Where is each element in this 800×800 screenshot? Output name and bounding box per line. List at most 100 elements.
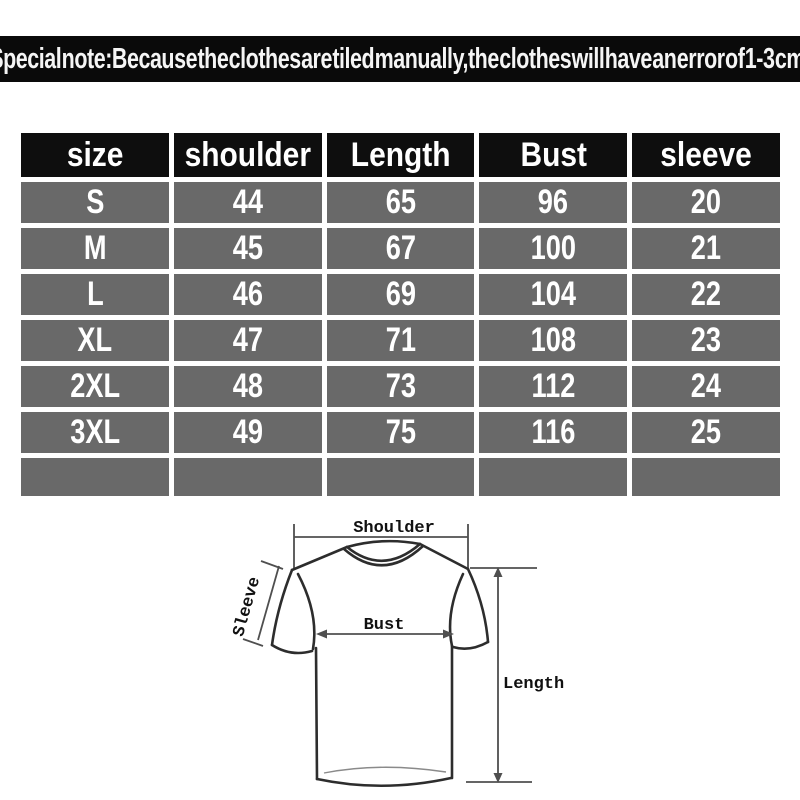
left-sleeve-outer-edge xyxy=(270,568,294,647)
cell-text: 116 xyxy=(531,413,576,451)
sleeve-measure-line xyxy=(257,565,280,641)
cell-text: M xyxy=(83,229,107,267)
cell-text: 65 xyxy=(385,183,416,221)
value-cell: 108 xyxy=(479,320,628,361)
left-sleeve-cuff xyxy=(270,643,314,655)
cell-text: 25 xyxy=(690,413,722,451)
table-row: 3XL 49 75 116 25 xyxy=(21,412,780,453)
empty-cell xyxy=(632,458,780,496)
tshirt-outline-icon xyxy=(270,539,490,788)
value-cell: 73 xyxy=(326,366,475,407)
cell-text: 100 xyxy=(530,229,576,267)
value-cell: 44 xyxy=(173,182,322,223)
cell-text: 104 xyxy=(530,275,576,313)
value-cell: 116 xyxy=(479,412,628,453)
col-header-bust-label: Bust xyxy=(520,135,587,174)
empty-cell xyxy=(479,458,628,496)
left-shoulder-seam xyxy=(290,545,349,572)
value-cell: 45 xyxy=(173,228,322,269)
right-armhole-seam xyxy=(448,572,465,648)
right-sleeve-cuff xyxy=(451,640,490,650)
col-header-size: size xyxy=(21,133,169,177)
cell-text: 75 xyxy=(385,413,416,451)
bust-label: Bust xyxy=(364,616,405,635)
length-label: Length xyxy=(503,675,564,694)
hem-inner-curve xyxy=(323,766,447,774)
value-cell: 69 xyxy=(326,274,475,315)
size-cell: 3XL xyxy=(21,412,169,453)
value-cell: 49 xyxy=(173,412,322,453)
cell-text: XL xyxy=(77,321,113,359)
table-row: 2XL 48 73 112 24 xyxy=(21,366,780,407)
value-cell: 20 xyxy=(632,182,780,223)
tshirt-measurement-diagram: Shoulder Sleeve Bust Length xyxy=(230,519,564,788)
value-cell: 21 xyxy=(632,228,780,269)
cell-text: 21 xyxy=(690,229,722,267)
size-cell: XL xyxy=(21,320,169,361)
cell-text: 49 xyxy=(232,413,263,451)
cell-text: 69 xyxy=(385,275,416,313)
empty-cell xyxy=(173,458,322,496)
cell-text: 24 xyxy=(690,367,722,405)
left-armhole-seam xyxy=(296,572,316,651)
size-cell: 2XL xyxy=(21,366,169,407)
value-cell: 67 xyxy=(326,228,475,269)
value-cell: 23 xyxy=(632,320,780,361)
col-header-size-label: size xyxy=(66,135,124,174)
collar-rib-line xyxy=(342,544,425,567)
cell-text: 20 xyxy=(690,183,722,221)
collar-inner-line xyxy=(345,542,422,563)
value-cell: 71 xyxy=(326,320,475,361)
right-shoulder-seam xyxy=(418,542,470,571)
cell-text: 23 xyxy=(690,321,722,359)
sleeve-measure-tick-top xyxy=(260,560,284,570)
size-rows: S 44 65 96 20 M 45 67 100 21 L 46 69 104 22 XL 47 71 108 23… xyxy=(21,182,780,496)
bust-arrowhead-left xyxy=(316,629,327,639)
cell-text: 108 xyxy=(530,321,576,359)
size-cell: L xyxy=(21,274,169,315)
header-row: size shoulder Length Bust sleeve xyxy=(21,133,780,177)
cell-text: 67 xyxy=(385,229,416,267)
col-header-length-label: Length xyxy=(350,135,451,174)
size-cell: S xyxy=(21,182,169,223)
value-cell: 75 xyxy=(326,412,475,453)
col-header-length: Length xyxy=(326,133,475,177)
cell-text: 71 xyxy=(385,321,416,359)
hem-line xyxy=(315,776,453,788)
shoulder-label: Shoulder xyxy=(353,519,435,538)
value-cell: 47 xyxy=(173,320,322,361)
cell-text: 44 xyxy=(232,183,263,221)
table-row: S 44 65 96 20 xyxy=(21,182,780,223)
cell-text: 46 xyxy=(232,275,263,313)
bust-arrowhead-right xyxy=(443,629,454,639)
cell-text: 2XL xyxy=(69,367,120,405)
value-cell: 65 xyxy=(326,182,475,223)
value-cell: 24 xyxy=(632,366,780,407)
cell-text: 45 xyxy=(232,229,263,267)
value-cell: 104 xyxy=(479,274,628,315)
cell-text: S xyxy=(85,183,104,221)
col-header-sleeve: sleeve xyxy=(632,133,780,177)
col-header-sleeve-label: sleeve xyxy=(660,135,752,174)
special-note-banner: Special note:Because the clothes are til… xyxy=(0,36,800,82)
cell-text: 96 xyxy=(538,183,569,221)
cell-text: 22 xyxy=(690,275,722,313)
value-cell: 48 xyxy=(173,366,322,407)
table-row: L 46 69 104 22 xyxy=(21,274,780,315)
size-cell: M xyxy=(21,228,169,269)
cell-text: 3XL xyxy=(69,413,120,451)
right-sleeve-outer-edge xyxy=(466,567,490,644)
value-cell: 112 xyxy=(479,366,628,407)
sleeve-label: Sleeve xyxy=(230,575,265,639)
cell-text: 73 xyxy=(385,367,416,405)
cell-text: 48 xyxy=(232,367,263,405)
length-arrowhead-top xyxy=(493,567,503,577)
col-header-shoulder: shoulder xyxy=(173,133,322,177)
col-header-bust: Bust xyxy=(479,133,628,177)
body-left-edge xyxy=(314,646,319,781)
cell-text: 112 xyxy=(531,367,576,405)
empty-cell xyxy=(326,458,475,496)
value-cell: 96 xyxy=(479,182,628,223)
special-note-text: Special note:Because the clothes are til… xyxy=(0,42,800,75)
size-chart-table: size shoulder Length Bust sleeve S 44 65 96… xyxy=(16,128,785,501)
